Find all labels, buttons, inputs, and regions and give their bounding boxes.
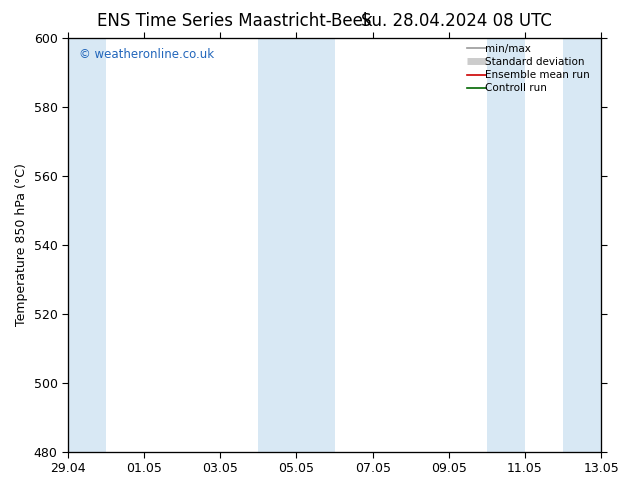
Bar bbox=[487, 38, 525, 452]
Bar bbox=[563, 38, 601, 452]
Y-axis label: Temperature 850 hPa (°C): Temperature 850 hPa (°C) bbox=[15, 163, 28, 326]
Text: ENS Time Series Maastricht-Beek: ENS Time Series Maastricht-Beek bbox=[97, 12, 372, 30]
Bar bbox=[297, 38, 335, 452]
Legend: min/max, Standard deviation, Ensemble mean run, Controll run: min/max, Standard deviation, Ensemble me… bbox=[463, 40, 599, 98]
Text: Su. 28.04.2024 08 UTC: Su. 28.04.2024 08 UTC bbox=[361, 12, 552, 30]
Text: © weatheronline.co.uk: © weatheronline.co.uk bbox=[79, 48, 214, 61]
Bar bbox=[68, 38, 106, 452]
Bar bbox=[259, 38, 297, 452]
